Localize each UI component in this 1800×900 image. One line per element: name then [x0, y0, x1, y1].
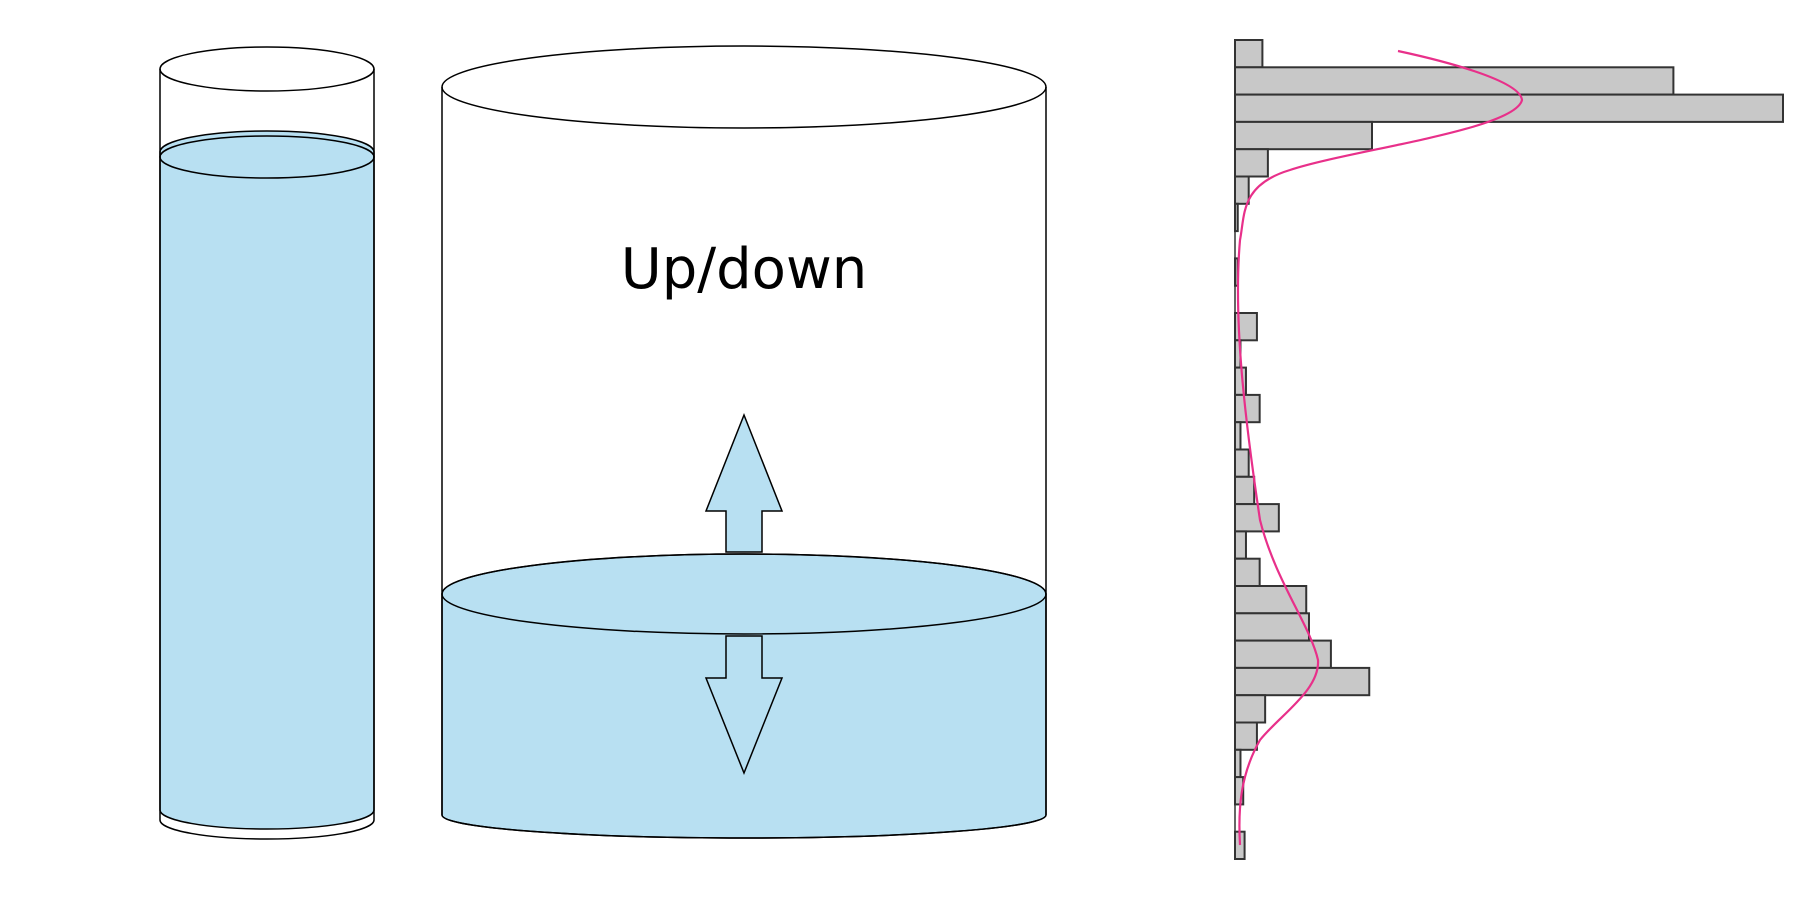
- histogram-bar: [1234, 120, 1373, 151]
- histogram-bar: [1234, 202, 1239, 233]
- histogram-bar: [1234, 39, 1264, 69]
- histogram-bar: [1234, 612, 1310, 642]
- histogram-bar: [1234, 421, 1242, 451]
- histogram-bar: [1234, 66, 1675, 96]
- histogram-bar: [1234, 776, 1245, 806]
- histogram-bar: [1234, 503, 1280, 533]
- histogram-bar: [1234, 666, 1371, 697]
- histogram-bar: [1234, 175, 1250, 205]
- histogram-bar: [1234, 475, 1256, 506]
- narrow-cylinder-water: [159, 130, 375, 830]
- histogram-bar: [1234, 530, 1247, 560]
- wide-cylinder-body: [441, 87, 1047, 839]
- up-arrow-icon: [704, 412, 784, 553]
- histogram-bar: [1234, 312, 1258, 342]
- up-down-label: Up/down: [621, 237, 868, 302]
- histogram-bar: [1234, 721, 1258, 751]
- histogram-bar: [1234, 93, 1784, 123]
- density-curve: [1236, 49, 1524, 846]
- wide-cylinder: Up/down: [441, 45, 1047, 839]
- histogram-bar: [1234, 748, 1242, 779]
- narrow-cylinder: [159, 46, 375, 840]
- down-arrow-icon: [704, 635, 784, 776]
- histogram-bar: [1234, 557, 1261, 588]
- wide-cylinder-rim: [441, 45, 1047, 129]
- histogram-bar: [1234, 585, 1308, 615]
- narrow-cylinder-rim: [159, 46, 375, 92]
- histogram-bar: [1234, 148, 1269, 178]
- histogram-bar: [1234, 448, 1250, 478]
- narrow-cylinder-body: [159, 69, 375, 840]
- histogram-bar: [1234, 694, 1267, 724]
